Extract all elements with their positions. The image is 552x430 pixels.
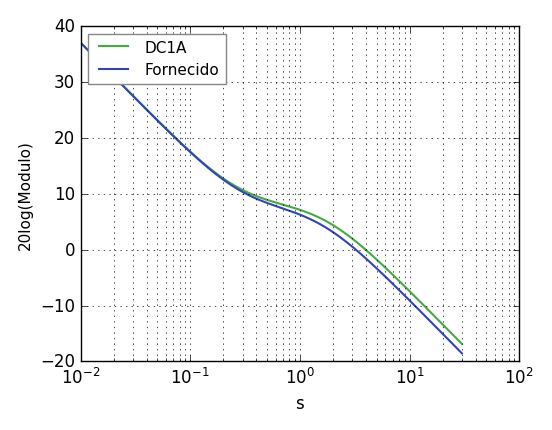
DC1A	[304, 210, 311, 215]
DC1A	[390, 273, 396, 278]
Fornecido	[390, 282, 396, 287]
Fornecido	[77, 41, 84, 46]
Line: DC1A: DC1A	[81, 43, 462, 344]
DC1A	[261, 197, 267, 202]
DC1A	[459, 341, 465, 347]
Fornecido	[261, 200, 267, 205]
Fornecido	[459, 351, 465, 356]
Fornecido	[284, 208, 290, 213]
DC1A	[449, 332, 456, 338]
DC1A	[258, 196, 265, 201]
X-axis label: s: s	[295, 394, 304, 412]
Line: Fornecido: Fornecido	[81, 43, 462, 353]
Legend: DC1A, Fornecido: DC1A, Fornecido	[88, 34, 226, 84]
DC1A	[284, 204, 290, 209]
Fornecido	[304, 216, 311, 221]
Fornecido	[449, 341, 456, 347]
DC1A	[77, 41, 84, 46]
Y-axis label: 20log(Modulo): 20log(Modulo)	[18, 139, 33, 249]
Fornecido	[258, 199, 265, 204]
